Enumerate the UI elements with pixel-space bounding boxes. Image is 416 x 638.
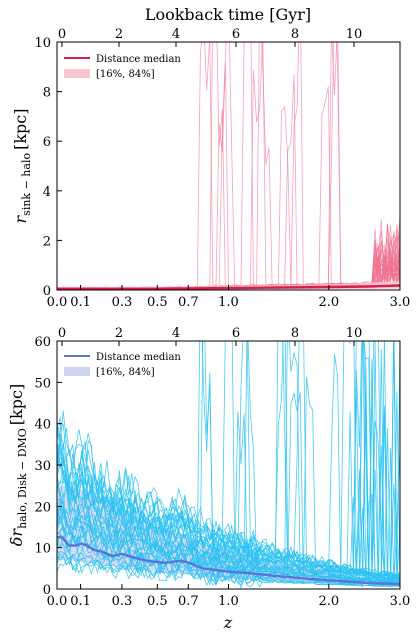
- individual-line: [57, 354, 400, 587]
- individual-line: [57, 341, 400, 579]
- bottom-median-group: [57, 536, 400, 586]
- individual-line: [57, 341, 400, 583]
- individual-line: [57, 341, 400, 577]
- individual-line: [57, 74, 400, 290]
- x-tick-label: 0.3: [112, 594, 133, 609]
- bottom-legend: Distance median [16%, 84%]: [64, 352, 181, 378]
- top-x-title: Lookback time [Gyr]: [145, 5, 311, 24]
- individual-line: [57, 62, 400, 289]
- x-tick-label: 0.1: [70, 295, 91, 310]
- individual-line: [57, 42, 400, 290]
- x-tick-label: 0.3: [112, 295, 133, 310]
- y-tick-label: 8: [43, 86, 51, 101]
- y-tick-label: 10: [34, 36, 51, 51]
- bottom-individual-lines: [57, 341, 400, 589]
- x-tick-label: 0.0: [47, 295, 68, 310]
- individual-line: [57, 42, 400, 290]
- top-tick-label: 8: [291, 27, 299, 42]
- top-tick-label: 4: [172, 27, 180, 42]
- top-tick-label: 0: [58, 326, 66, 341]
- bottom-y-axis-label: δrhalo, Disk − DMO [kpc]: [7, 384, 29, 546]
- bottom-band-group: [57, 485, 400, 587]
- top-tick-label: 4: [172, 326, 180, 341]
- y-tick-label: 30: [34, 459, 51, 474]
- y-tick-label: 0: [43, 583, 51, 598]
- x-tick-label: 0.7: [178, 295, 199, 310]
- top-ylabel-sub: sink − halo: [20, 153, 33, 216]
- median-line: [57, 536, 400, 586]
- x-tick-label: 2.0: [318, 594, 339, 609]
- x-tick-label: 1.0: [218, 295, 239, 310]
- y-tick-label: 40: [34, 418, 51, 433]
- individual-line: [57, 42, 400, 290]
- top-tick-label: 2: [115, 326, 123, 341]
- x-tick-label: 0.5: [147, 594, 168, 609]
- x-tick-label: 0.1: [70, 594, 91, 609]
- bottom-ticks: 0.0 0.1 0.3 0.5 0.7 1.0 2.0 3.0 0 10 20 30 40 50 60 0 2 4…: [34, 326, 410, 609]
- individual-line: [57, 42, 400, 290]
- percentile-band: [57, 485, 400, 587]
- top-tick-label: 10: [346, 27, 363, 42]
- top-individual-lines: [57, 42, 400, 290]
- bottom-legend-band-swatch: [64, 367, 90, 376]
- x-tick-label: 0.0: [47, 594, 68, 609]
- bottom-ylabel-sub: halo, Disk − DMO: [16, 428, 29, 529]
- x-tick-label: 1.0: [218, 594, 239, 609]
- y-tick-label: 20: [34, 500, 51, 515]
- top-panel: 0.0 0.1 0.3 0.5 0.7 1.0 2.0 3.0 0 2 4 6 8 10 0 2 4 6 8 10 L…: [11, 5, 410, 310]
- top-legend-median-label: Distance median: [96, 54, 181, 65]
- y-tick-label: 10: [34, 542, 51, 557]
- top-tick-label: 6: [232, 27, 240, 42]
- x-tick-label: 3.0: [390, 594, 411, 609]
- individual-line: [57, 356, 400, 587]
- y-tick-label: 4: [43, 185, 51, 200]
- top-legend-band-label: [16%, 84%]: [96, 69, 155, 80]
- x-tick-label: 3.0: [390, 295, 411, 310]
- bottom-ylabel-unit: [kpc]: [7, 384, 26, 425]
- individual-line: [57, 461, 400, 581]
- top-y-axis-label: rsink − halo [kpc]: [11, 109, 33, 224]
- top-ylabel-unit: [kpc]: [11, 109, 30, 150]
- bottom-legend-band-label: [16%, 84%]: [96, 367, 155, 378]
- top-tick-label: 10: [346, 326, 363, 341]
- bottom-legend-median-label: Distance median: [96, 352, 181, 363]
- individual-line: [57, 411, 400, 583]
- bottom-ylabel-main: δr: [7, 528, 26, 547]
- top-tick-label: 8: [291, 326, 299, 341]
- bottom-x-axis-label: z: [223, 613, 233, 632]
- x-tick-label: 2.0: [318, 295, 339, 310]
- y-tick-label: 60: [34, 335, 51, 350]
- y-tick-label: 0: [43, 284, 51, 299]
- individual-line: [57, 496, 400, 582]
- top-legend-band-swatch: [64, 69, 90, 78]
- individual-line: [57, 341, 400, 581]
- top-legend: Distance median [16%, 84%]: [64, 54, 181, 80]
- individual-line: [57, 42, 400, 290]
- top-ylabel-main: r: [11, 214, 30, 223]
- top-tick-label: 2: [115, 27, 123, 42]
- x-tick-label: 0.7: [178, 594, 199, 609]
- top-tick-label: 0: [58, 27, 66, 42]
- top-tick-label: 6: [232, 326, 240, 341]
- y-tick-label: 6: [43, 135, 51, 150]
- y-tick-label: 2: [43, 234, 51, 249]
- bottom-panel: 0.0 0.1 0.3 0.5 0.7 1.0 2.0 3.0 0 10 20 30 40 50 60 0 2 4…: [7, 326, 410, 632]
- individual-line: [57, 42, 400, 290]
- x-tick-label: 0.5: [147, 295, 168, 310]
- top-ticks: 0.0 0.1 0.3 0.5 0.7 1.0 2.0 3.0 0 2 4 6 8 10 0 2 4 6 8 10: [34, 27, 410, 310]
- y-tick-label: 50: [34, 376, 51, 391]
